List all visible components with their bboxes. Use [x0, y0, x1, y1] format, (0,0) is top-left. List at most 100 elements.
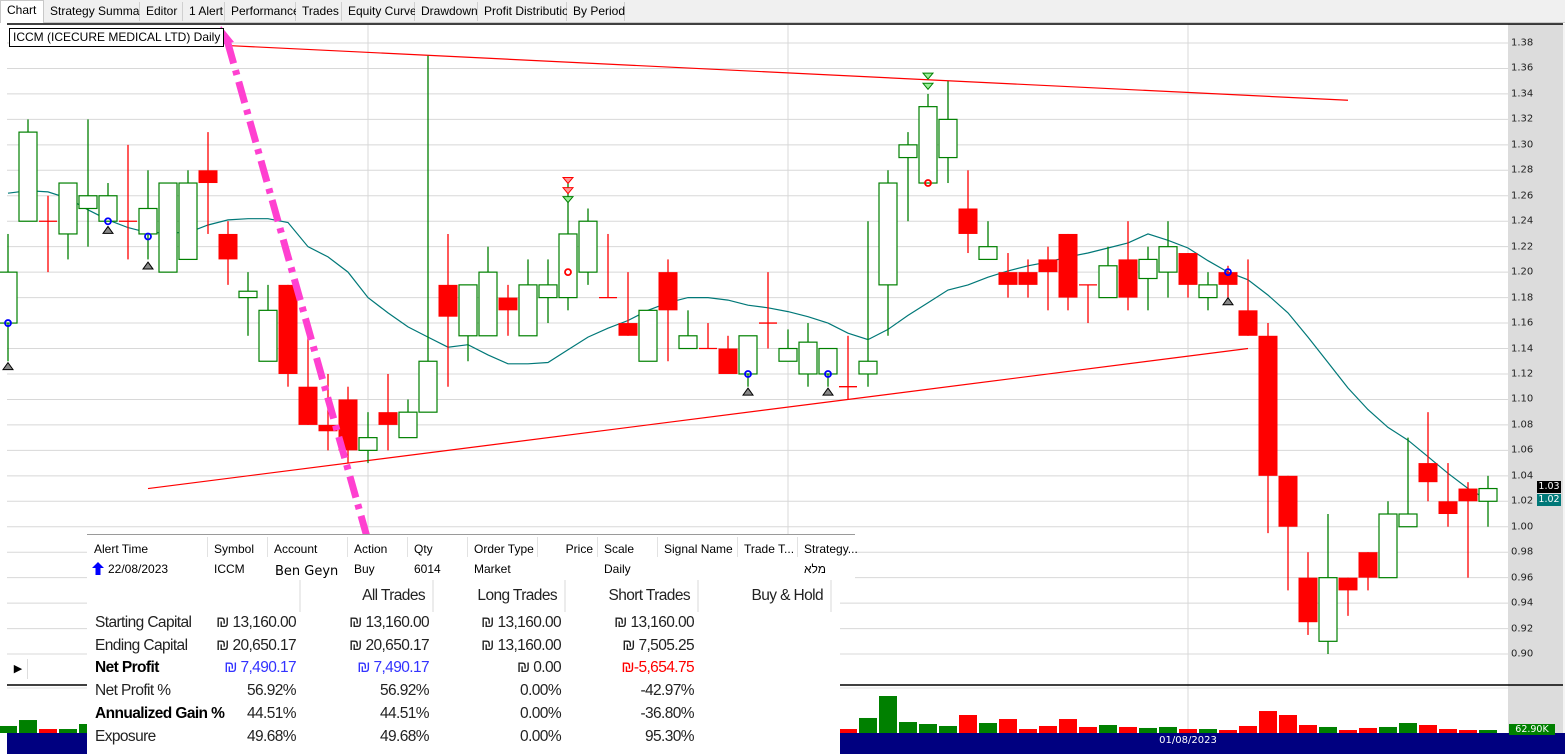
candle — [1478, 475, 1498, 527]
candle-body — [518, 284, 538, 337]
col-scale[interactable]: Scale — [604, 542, 635, 556]
col-trade-type[interactable]: Trade T... — [744, 542, 795, 556]
volume-bar — [1459, 730, 1477, 733]
candle — [1198, 272, 1218, 311]
candle — [1058, 233, 1078, 311]
col-order-type[interactable]: Order Type — [474, 542, 534, 556]
stats-cell: -42.97% — [640, 682, 694, 699]
volume-bar — [1199, 729, 1217, 733]
candle — [1458, 482, 1478, 578]
stats-cell: ₪ 13,160.00 — [481, 637, 561, 654]
alert-scale: Daily — [604, 562, 631, 576]
stats-cell: 0.00% — [520, 728, 562, 745]
tab-trades[interactable]: Trades — [296, 2, 342, 21]
candle-body — [318, 424, 338, 432]
candle — [158, 182, 178, 273]
volume-bar — [1399, 723, 1417, 733]
price-tick-label: 1.16 — [1511, 317, 1534, 329]
tab-by-period[interactable]: By Period — [567, 2, 625, 21]
trendlines[interactable] — [147, 44, 1349, 490]
price-tick-label: 0.94 — [1511, 597, 1534, 609]
candle-body — [278, 284, 298, 374]
volume-bar — [959, 715, 977, 733]
candle — [1318, 514, 1338, 655]
tab-editor[interactable]: Editor — [140, 2, 183, 21]
candle — [918, 93, 938, 184]
candle-body — [958, 208, 978, 234]
candle — [1138, 246, 1158, 311]
candle-body — [1458, 488, 1478, 502]
volume-bar — [1159, 726, 1177, 733]
tab-profit-distribution[interactable]: Profit Distribution — [478, 2, 575, 21]
candle — [39, 195, 57, 273]
candle — [938, 81, 958, 184]
price-tick-label: 1.30 — [1511, 139, 1534, 151]
candle — [738, 335, 758, 387]
tab-alert[interactable]: 1 Alert — [183, 2, 225, 21]
stats-cell: ₪ 13,160.00 — [216, 614, 296, 631]
volume-bar — [939, 725, 957, 733]
candle-body — [1118, 259, 1138, 298]
candle — [1258, 323, 1278, 534]
buy-signal-circle — [104, 217, 112, 226]
candle-body — [498, 297, 518, 311]
candle — [778, 329, 798, 362]
price-tick-label: 0.90 — [1511, 648, 1534, 660]
price-axis-panel[interactable] — [1508, 24, 1563, 733]
candle-body — [1238, 310, 1258, 336]
play-button[interactable]: ▶ — [9, 659, 28, 679]
candle-body — [478, 271, 498, 337]
price-tick-label: 1.10 — [1511, 393, 1534, 405]
col-price[interactable]: Price — [565, 542, 593, 556]
sell-signal-circle — [564, 268, 572, 277]
volume-bar — [1419, 724, 1437, 733]
stats-cell: 0.00% — [520, 682, 562, 699]
stats-cell: ₪ 7,490.17 — [224, 659, 296, 676]
price-tick-label: 1.36 — [1511, 62, 1534, 74]
volume-bar — [1479, 730, 1497, 733]
volume-bar — [59, 729, 77, 733]
candle-body — [258, 309, 278, 362]
candle — [638, 309, 658, 362]
price-tick-label: 1.32 — [1511, 113, 1534, 125]
col-symbol[interactable]: Symbol — [214, 542, 255, 556]
price-tick-label: 1.38 — [1511, 37, 1534, 49]
col-strategy[interactable]: Strategy... — [804, 542, 858, 556]
col-buy-hold: Buy & Hold — [751, 587, 823, 604]
candle-body — [378, 412, 398, 425]
candle-body — [338, 399, 358, 451]
exit-triangle-icon — [561, 196, 575, 204]
volume-value-tag: 62.90K — [1509, 724, 1555, 735]
col-signal-name[interactable]: Signal Name — [664, 542, 733, 556]
candle — [798, 323, 818, 387]
candle — [398, 399, 418, 439]
candle — [1398, 437, 1418, 528]
tab-performance[interactable]: Performance — [225, 2, 300, 21]
col-account[interactable]: Account — [274, 542, 318, 556]
volume-bar — [1239, 725, 1257, 733]
candle — [1098, 246, 1118, 299]
price-tick-label: 1.00 — [1511, 521, 1534, 533]
stats-cell: ₪ 20,650.17 — [216, 637, 296, 654]
date-tick-label: 01/08/2023 — [1159, 735, 1217, 746]
price-tick-label: 1.18 — [1511, 292, 1534, 304]
volume-bar — [839, 729, 857, 733]
col-alert-time[interactable]: Alert Time — [94, 542, 149, 556]
volume-bar — [859, 717, 877, 733]
volume-bar — [1099, 724, 1117, 733]
candle — [898, 132, 918, 222]
col-action[interactable]: Action — [354, 542, 388, 556]
candle — [278, 284, 298, 387]
tab-chart[interactable]: Chart — [0, 0, 44, 23]
volume-bar — [1319, 726, 1337, 733]
candle — [759, 272, 777, 349]
candle — [1038, 246, 1058, 311]
candle — [699, 323, 717, 350]
tab-drawdown[interactable]: Drawdown — [415, 2, 478, 21]
candle-body — [1198, 284, 1218, 299]
tab-strategy-summary[interactable]: Strategy Summary — [44, 2, 149, 21]
buy-triangle-icon — [1222, 296, 1234, 306]
volume-bar — [1059, 719, 1077, 733]
tab-equity-curve[interactable]: Equity Curve — [342, 2, 417, 21]
col-qty[interactable]: Qty — [414, 542, 433, 556]
